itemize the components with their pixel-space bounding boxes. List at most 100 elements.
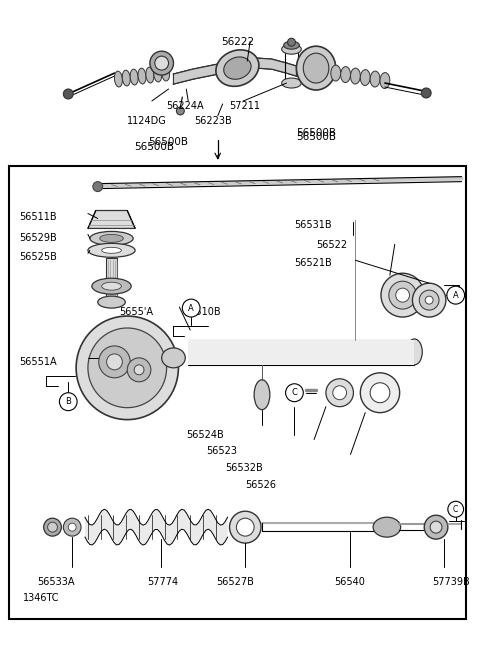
Text: 56511B: 56511B (19, 212, 57, 223)
Ellipse shape (373, 517, 401, 537)
Ellipse shape (297, 46, 336, 90)
Ellipse shape (63, 518, 81, 536)
Text: A: A (188, 304, 194, 313)
Ellipse shape (350, 68, 360, 84)
Ellipse shape (93, 181, 103, 192)
Ellipse shape (333, 386, 347, 399)
Ellipse shape (150, 51, 173, 75)
Text: 1346TC: 1346TC (23, 593, 60, 603)
Ellipse shape (424, 515, 448, 539)
Text: 57774: 57774 (147, 577, 178, 587)
Bar (188, 340, 414, 365)
Text: B: B (65, 397, 71, 406)
Ellipse shape (182, 299, 200, 317)
Text: 56500B: 56500B (149, 137, 189, 147)
Polygon shape (85, 509, 228, 545)
Ellipse shape (154, 66, 162, 82)
Ellipse shape (134, 365, 144, 374)
Text: 56526: 56526 (245, 480, 276, 490)
Ellipse shape (237, 518, 254, 536)
Ellipse shape (380, 72, 390, 89)
Ellipse shape (254, 380, 270, 410)
Ellipse shape (100, 235, 123, 242)
Ellipse shape (282, 44, 301, 54)
Text: 56531B: 56531B (294, 221, 332, 231)
Text: 56533A: 56533A (37, 577, 74, 587)
Text: A: A (453, 290, 458, 300)
Text: 56527B: 56527B (216, 577, 253, 587)
Ellipse shape (48, 522, 58, 532)
Ellipse shape (284, 41, 300, 49)
Ellipse shape (146, 67, 154, 83)
Ellipse shape (60, 393, 77, 411)
Ellipse shape (430, 521, 442, 533)
Ellipse shape (360, 70, 370, 85)
Ellipse shape (360, 373, 400, 413)
Text: 56500B: 56500B (134, 142, 174, 152)
Ellipse shape (130, 69, 138, 85)
Ellipse shape (68, 523, 76, 531)
Ellipse shape (420, 290, 439, 310)
Ellipse shape (341, 66, 350, 83)
Ellipse shape (98, 296, 125, 308)
Ellipse shape (229, 511, 261, 543)
Ellipse shape (331, 65, 341, 81)
Ellipse shape (114, 71, 122, 87)
Ellipse shape (370, 71, 380, 87)
Ellipse shape (138, 68, 146, 84)
Ellipse shape (412, 283, 446, 317)
Ellipse shape (122, 70, 130, 86)
Text: 56521B: 56521B (294, 258, 332, 268)
Bar (106, 258, 118, 303)
Text: 56522: 56522 (316, 240, 347, 250)
Text: 56524B: 56524B (186, 430, 224, 440)
Ellipse shape (88, 328, 167, 407)
Text: 57739B: 57739B (432, 577, 470, 587)
Ellipse shape (447, 286, 465, 304)
Text: C: C (291, 388, 298, 397)
Ellipse shape (224, 57, 251, 79)
Text: 56500B: 56500B (297, 132, 336, 142)
Ellipse shape (102, 247, 121, 254)
Text: 5655'A: 5655'A (120, 307, 154, 317)
Ellipse shape (155, 56, 168, 70)
Ellipse shape (288, 38, 295, 46)
Text: 56551A: 56551A (19, 357, 57, 367)
Ellipse shape (303, 53, 329, 83)
Ellipse shape (92, 278, 131, 294)
Ellipse shape (76, 316, 179, 420)
Ellipse shape (90, 231, 133, 245)
Ellipse shape (99, 346, 130, 378)
Ellipse shape (162, 65, 169, 81)
Bar (9, 166, 466, 619)
Text: 56523: 56523 (206, 447, 237, 457)
Text: 56500B: 56500B (297, 128, 336, 138)
Ellipse shape (216, 50, 259, 86)
Text: 56529B: 56529B (19, 233, 57, 243)
Polygon shape (173, 58, 297, 84)
Text: 57211: 57211 (229, 101, 261, 111)
Ellipse shape (389, 281, 416, 309)
Ellipse shape (107, 354, 122, 370)
Ellipse shape (102, 283, 121, 290)
Ellipse shape (63, 89, 73, 99)
Ellipse shape (162, 348, 185, 368)
Ellipse shape (448, 501, 464, 517)
Ellipse shape (326, 379, 353, 407)
Text: 1124DG: 1124DG (127, 116, 167, 126)
Text: 56222: 56222 (221, 37, 254, 47)
Text: 56510B: 56510B (183, 307, 221, 317)
Ellipse shape (282, 78, 301, 88)
Text: C: C (453, 505, 458, 514)
Ellipse shape (127, 358, 151, 382)
Ellipse shape (44, 518, 61, 536)
Ellipse shape (88, 243, 135, 258)
Ellipse shape (177, 107, 184, 115)
Text: 56532B: 56532B (226, 463, 264, 474)
Text: 56540: 56540 (334, 577, 365, 587)
Polygon shape (88, 210, 135, 229)
Text: 56223B: 56223B (194, 116, 232, 126)
Ellipse shape (286, 384, 303, 401)
Ellipse shape (370, 383, 390, 403)
Ellipse shape (421, 88, 431, 98)
